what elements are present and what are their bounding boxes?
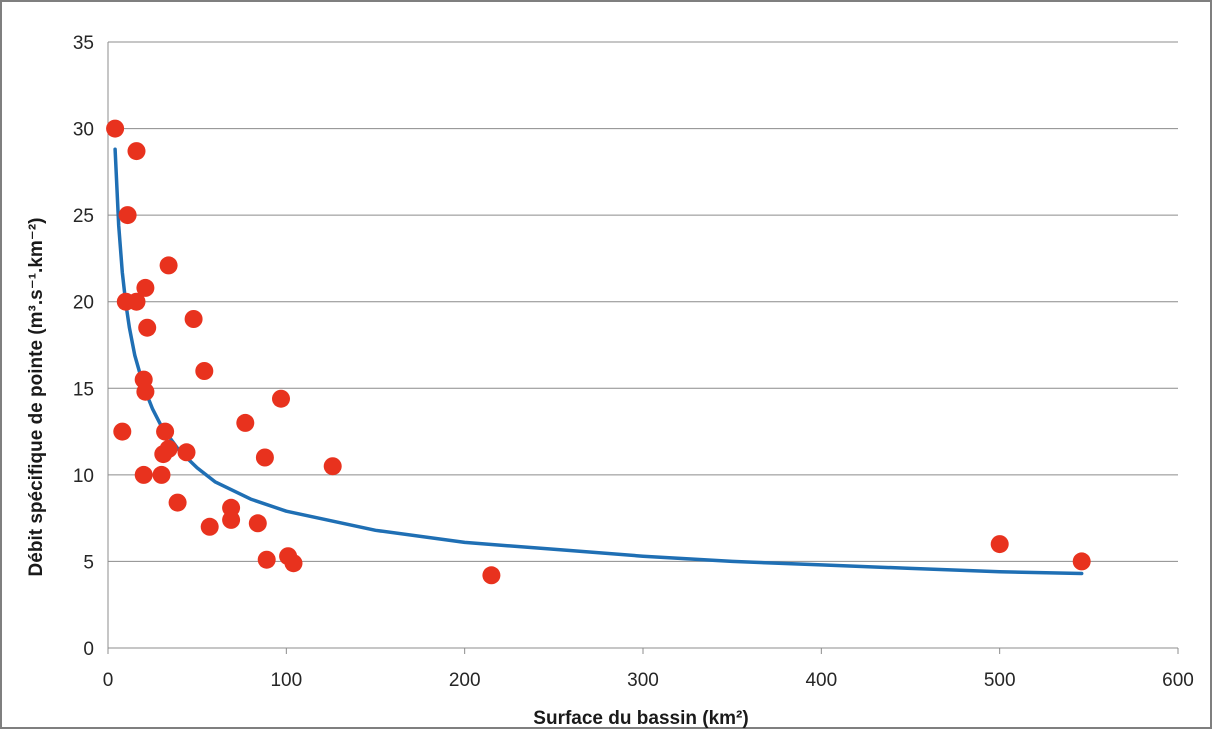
data-point [200,517,219,536]
y-tick-label: 20 [73,293,94,314]
data-point [113,422,132,441]
data-point [255,448,274,467]
data-point [152,465,171,484]
data-point [990,535,1009,554]
y-tick-label: 25 [73,206,94,227]
data-point [159,439,178,458]
data-point [156,422,175,441]
x-tick-label: 200 [449,670,481,691]
y-tick-label: 10 [73,466,94,487]
x-tick-label: 300 [627,670,659,691]
data-point [127,142,146,161]
y-tick-label: 30 [73,120,94,141]
data-point [272,389,290,408]
gridlines [108,41,1178,562]
x-tick-label: 600 [1162,670,1194,691]
x-axis-title: Surface du bassin (km²) [533,708,748,729]
x-tick-label: 400 [805,670,837,691]
data-point [184,310,203,328]
y-tick-label: 0 [83,639,94,660]
data-point [159,256,178,275]
data-point [284,554,303,573]
trend-line [113,147,1084,576]
data-point [195,362,214,380]
y-tick-label: 35 [73,33,94,54]
trend-line-group [113,147,1084,576]
data-point [222,498,241,517]
data-point [136,382,155,401]
x-tick-label: 100 [270,670,302,691]
y-tick-label: 15 [73,379,94,400]
data-point [257,550,276,569]
data-point [168,493,187,512]
data-point [248,514,267,533]
data-point [236,413,255,432]
x-tick-label: 500 [984,670,1016,691]
x-tick-label: 0 [103,670,114,691]
y-axis-title: Débit spécifique de pointe (m³.s⁻¹.km⁻²) [26,218,47,577]
data-point [482,566,501,585]
data-point [1072,552,1091,571]
data-point [106,119,125,138]
y-tick-label: 5 [83,552,94,573]
data-point [134,465,153,484]
data-points [106,119,1091,585]
tick-labels: 0 5 10 15 20 25 30 35 0 100 200 300 400 500 600 [73,33,1194,691]
data-point [138,318,157,337]
axes [107,42,1179,654]
data-point [177,443,196,462]
data-point [118,206,137,225]
data-point [127,292,146,311]
data-point [323,457,342,476]
data-point [136,278,155,297]
